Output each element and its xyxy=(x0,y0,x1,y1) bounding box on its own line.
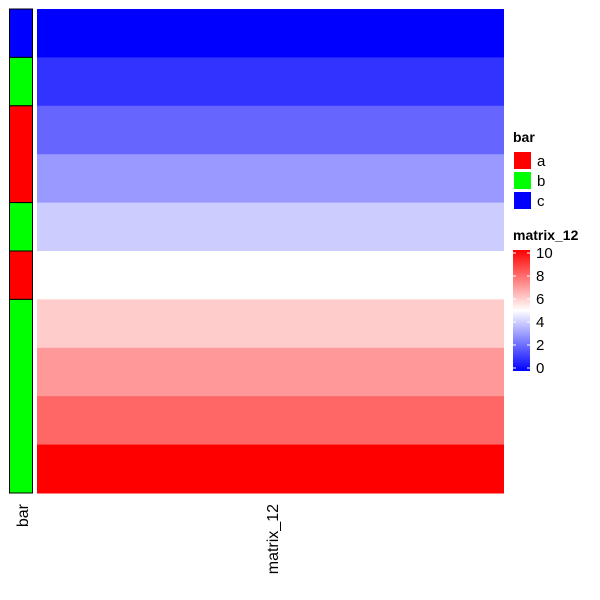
annotation-cell-a xyxy=(9,105,33,204)
annotation-cell-c xyxy=(9,8,33,58)
legend-label-a: a xyxy=(537,153,546,170)
color-legend: matrix_12 0 2 4 6 8 10 xyxy=(513,227,579,377)
legend-swatch-b xyxy=(514,172,531,189)
annotation-legend-title: bar xyxy=(513,129,535,145)
colorbar-tick-label: 6 xyxy=(536,291,544,308)
heatmap-cell xyxy=(37,202,504,252)
heatmap-cell xyxy=(37,9,504,58)
heatmap-cell xyxy=(37,251,504,300)
annotation-cell-b xyxy=(9,202,33,252)
heatmap-cell xyxy=(37,57,504,107)
colorbar-tick-label: 4 xyxy=(536,314,544,331)
colorbar-tick-label: 10 xyxy=(536,245,553,262)
legend-label-c: c xyxy=(537,193,545,210)
legend-swatch-c xyxy=(514,192,531,209)
heatmap-cell xyxy=(37,444,504,494)
legend-label-b: b xyxy=(537,173,545,190)
color-legend-title: matrix_12 xyxy=(513,227,579,243)
annotation-cell-b xyxy=(9,298,33,494)
colorbar xyxy=(513,250,530,371)
annotation-bar xyxy=(9,8,33,494)
legend-swatch-a xyxy=(514,152,531,169)
colorbar-tick-label: 8 xyxy=(536,268,544,285)
heatmap-cell xyxy=(37,396,504,446)
heatmap-body xyxy=(37,9,504,494)
heatmap-column-label: matrix_12 xyxy=(265,504,282,574)
heatmap-cell xyxy=(37,154,504,204)
heatmap-cell xyxy=(37,105,504,155)
heatmap-cell xyxy=(37,299,504,349)
colorbar-tick-label: 0 xyxy=(536,360,544,377)
annotation-column-label: bar xyxy=(15,503,32,527)
annotation-cell-b xyxy=(9,56,33,107)
heatmap-cell xyxy=(37,347,504,397)
annotation-legend: bar abc xyxy=(513,129,546,210)
annotation-cell-a xyxy=(9,250,33,300)
colorbar-tick-label: 2 xyxy=(536,337,544,354)
